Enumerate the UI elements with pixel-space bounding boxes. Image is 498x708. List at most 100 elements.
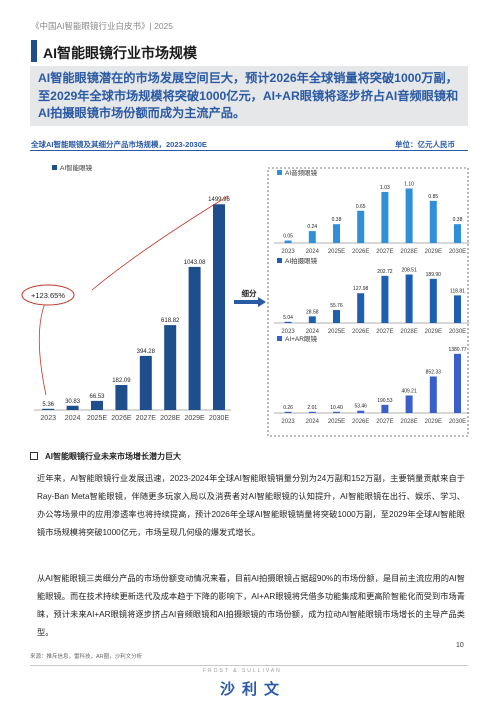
paragraph-1: 近年来，AI智能眼镜行业发展迅速，2023-2024年全球AI智能眼镜销量分别为…	[37, 474, 465, 537]
bar-2-3	[357, 293, 365, 323]
data-label-0-3: 182.09	[112, 378, 131, 384]
data-label-0-2: 66.53	[89, 394, 105, 400]
data-label-0-7: 1499.96	[208, 197, 230, 203]
bar-1-1	[308, 231, 316, 243]
source-note: 来源：推斥信息，雷科技，AR圈，沙利文分析	[30, 654, 143, 660]
bar-3-5	[405, 395, 413, 413]
title-accent-bar	[31, 40, 37, 62]
tick-label-1-2: 2025E	[328, 249, 345, 255]
segment-panel-frame	[267, 167, 469, 437]
page-number: 10	[456, 642, 464, 649]
data-label-2-5: 208.51	[401, 268, 417, 274]
bar-2-7	[454, 295, 461, 323]
legend-swatch-1	[277, 170, 282, 175]
chart-title: 全球AI智能眼镜及其细分产品市场规模，2023-2030E	[31, 140, 207, 149]
bar-3-4	[381, 404, 389, 413]
tick-label-1-5: 2028E	[400, 249, 417, 255]
cagr-connector-right	[91, 195, 229, 291]
data-label-3-3: 53.46	[354, 404, 367, 410]
bar-3-7	[454, 353, 461, 413]
bar-0-1	[66, 405, 79, 410]
tick-label-1-1: 2024	[306, 249, 320, 255]
tick-label-2-2: 2025E	[328, 329, 345, 335]
legend-label-2: AI拍摄眼镜	[285, 256, 318, 265]
bar-3-1	[308, 411, 316, 413]
legend-swatch-2	[277, 258, 282, 263]
data-label-1-1: 0.24	[307, 224, 317, 230]
bar-0-3	[115, 385, 128, 410]
legend-swatch-0	[52, 165, 57, 170]
tick-label-2-3: 2026E	[352, 329, 369, 335]
report-header-title: 《中国AI智能眼镜行业白皮书》| 2025	[31, 21, 174, 31]
data-label-1-0: 0.05	[283, 234, 293, 240]
tick-label-3-4: 2027E	[376, 419, 393, 425]
data-label-1-4: 1.03	[380, 185, 390, 191]
bar-1-5	[405, 188, 413, 243]
tick-label-2-4: 2027E	[376, 329, 393, 335]
data-label-0-0: 5.36	[42, 402, 54, 408]
section-title: AI智能眼镜行业市场规模	[43, 45, 197, 61]
data-label-3-6: 852.33	[426, 369, 442, 375]
bar-2-6	[429, 278, 437, 323]
bar-2-4	[381, 275, 389, 323]
bar-1-3	[357, 210, 365, 243]
summary-box	[30, 66, 468, 126]
tick-label-1-3: 2026E	[352, 249, 369, 255]
data-label-2-7: 118.81	[450, 288, 465, 294]
data-label-1-6: 0.85	[428, 194, 438, 200]
tick-label-0-2: 2025E	[87, 415, 108, 422]
data-label-3-2: 10.40	[330, 405, 343, 411]
tick-label-3-6: 2029E	[425, 419, 442, 425]
bar-1-7	[454, 224, 461, 243]
cagr-ellipse	[21, 284, 75, 306]
tick-label-1-6: 2029E	[425, 249, 442, 255]
tick-label-2-5: 2028E	[400, 329, 417, 335]
tick-label-0-6: 2029E	[184, 415, 205, 422]
tick-label-3-1: 2024	[306, 419, 320, 425]
data-label-1-3: 0.65	[356, 204, 366, 210]
bar-0-7	[213, 204, 225, 410]
tick-label-3-5: 2028E	[400, 419, 417, 425]
tick-label-0-4: 2027E	[136, 415, 157, 422]
bar-2-1	[308, 316, 316, 323]
tick-label-0-0: 2023	[40, 415, 56, 422]
bar-1-2	[333, 224, 340, 243]
tick-label-2-7: 2030E	[449, 329, 466, 335]
data-label-2-2: 55.76	[330, 303, 343, 309]
data-label-3-0: 0.26	[283, 405, 293, 411]
data-label-2-4: 202.72	[377, 269, 393, 275]
data-label-0-1: 30.83	[65, 399, 81, 405]
tick-label-1-0: 2023	[281, 249, 295, 255]
bar-3-2	[333, 411, 340, 413]
tick-label-3-2: 2025E	[328, 419, 345, 425]
tick-label-3-7: 2030E	[449, 419, 466, 425]
summary-text: AI智能眼镜潜在的市场发展空间巨大，预计2026年全球销量将突破1000万副，至…	[38, 71, 459, 120]
data-label-2-1: 28.58	[306, 309, 319, 315]
data-label-0-6: 1043.08	[184, 260, 206, 266]
tick-label-0-3: 2026E	[111, 415, 132, 422]
legend-label-0: AI智能眼镜	[60, 163, 93, 172]
data-label-0-5: 618.82	[161, 318, 180, 324]
bar-1-4	[381, 191, 389, 243]
tick-label-1-7: 2030E	[449, 249, 466, 255]
split-label: 细分	[242, 288, 257, 298]
tick-label-3-0: 2023	[281, 419, 295, 425]
bar-3-6	[429, 376, 437, 413]
cagr-connector-left	[38, 289, 53, 396]
bar-1-6	[429, 200, 437, 243]
tick-label-1-4: 2027E	[376, 249, 393, 255]
split-arrow-icon	[234, 297, 266, 307]
market-size-charts: AI智能眼镜 5.36 2023 30.83 2024 66.53 2025E 182.09 2…	[21, 163, 470, 437]
data-label-3-5: 409.21	[401, 388, 417, 394]
chart-rule	[30, 150, 468, 151]
cagr-label: +123.65%	[31, 291, 65, 300]
data-label-1-2: 0.38	[332, 217, 342, 223]
legend-label-3: AI+AR眼镜	[285, 334, 317, 343]
subsection-heading-text: AI智能眼镜行业未来市场增长潜力巨大	[45, 452, 181, 461]
tick-label-2-1: 2024	[306, 329, 320, 335]
tick-label-2-0: 2023	[281, 329, 295, 335]
bar-2-2	[333, 310, 340, 323]
tick-label-2-6: 2029E	[425, 329, 442, 335]
data-label-2-0: 5.04	[283, 315, 293, 321]
tick-label-0-7: 2030E	[209, 415, 230, 422]
